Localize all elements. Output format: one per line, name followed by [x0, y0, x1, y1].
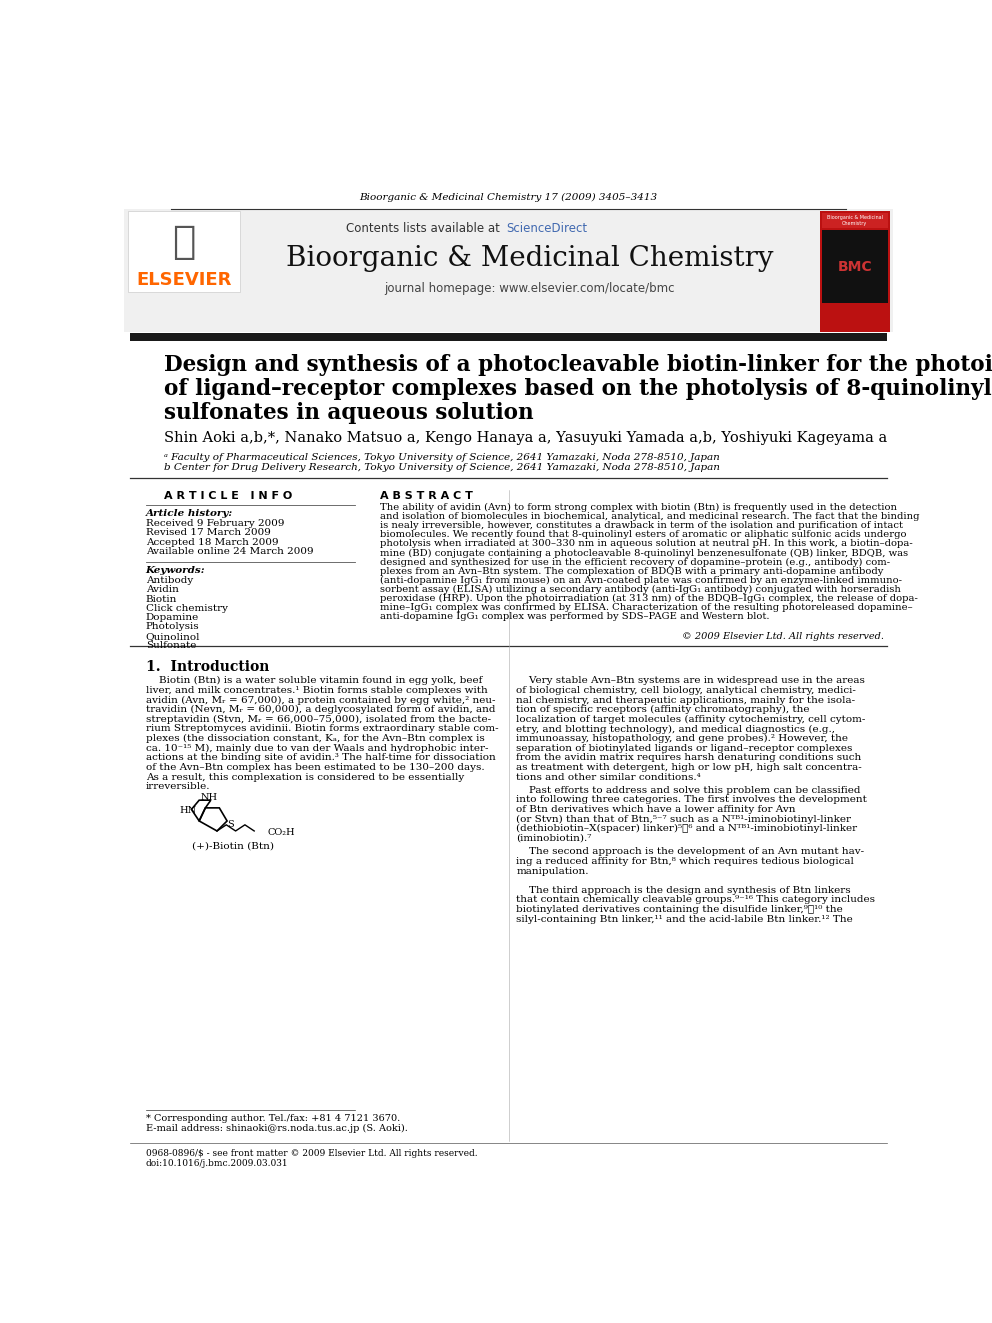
- Bar: [242, 212, 816, 332]
- Text: from the avidin matrix requires harsh denaturing conditions such: from the avidin matrix requires harsh de…: [516, 753, 861, 762]
- Text: HN: HN: [180, 807, 196, 815]
- Text: (iminobiotin).⁷: (iminobiotin).⁷: [516, 833, 591, 843]
- Text: of biological chemistry, cell biology, analytical chemistry, medici-: of biological chemistry, cell biology, a…: [516, 685, 856, 695]
- Text: Dopamine: Dopamine: [146, 613, 199, 622]
- Text: sorbent assay (ELISA) utilizing a secondary antibody (anti-IgG₁ antibody) conjug: sorbent assay (ELISA) utilizing a second…: [380, 585, 901, 594]
- Text: biomolecules. We recently found that 8-quinolinyl esters of aromatic or aliphati: biomolecules. We recently found that 8-q…: [380, 531, 907, 540]
- Text: rium Streptomyces avidinii. Biotin forms extraordinary stable com-: rium Streptomyces avidinii. Biotin forms…: [146, 725, 498, 733]
- Text: Received 9 February 2009: Received 9 February 2009: [146, 519, 284, 528]
- Bar: [124, 209, 893, 332]
- Text: streptavidin (Stvn, Mᵣ = 66,000–75,000), isolated from the bacte-: streptavidin (Stvn, Mᵣ = 66,000–75,000),…: [146, 714, 491, 724]
- Text: peroxidase (HRP). Upon the photoirradiation (at 313 nm) of the BDQB–IgG₁ complex: peroxidase (HRP). Upon the photoirradiat…: [380, 594, 918, 603]
- Bar: [130, 333, 887, 341]
- Text: doi:10.1016/j.bmc.2009.03.031: doi:10.1016/j.bmc.2009.03.031: [146, 1159, 289, 1168]
- Text: designed and synthesized for use in the efficient recovery of dopamine–protein (: designed and synthesized for use in the …: [380, 557, 890, 566]
- Text: mine (BD) conjugate containing a photocleavable 8-quinolinyl benzenesulfonate (Q: mine (BD) conjugate containing a photocl…: [380, 549, 908, 557]
- Text: nal chemistry, and therapeutic applications, mainly for the isola-: nal chemistry, and therapeutic applicati…: [516, 696, 855, 705]
- Text: Biotin (Btn) is a water soluble vitamin found in egg yolk, beef: Biotin (Btn) is a water soluble vitamin …: [146, 676, 482, 685]
- Text: Very stable Avn–Btn systems are in widespread use in the areas: Very stable Avn–Btn systems are in wides…: [516, 676, 865, 685]
- Text: Bioorganic & Medicinal Chemistry: Bioorganic & Medicinal Chemistry: [286, 245, 773, 273]
- Text: into following three categories. The first involves the development: into following three categories. The fir…: [516, 795, 867, 804]
- Text: Design and synthesis of a photocleavable biotin-linker for the photoisolation: Design and synthesis of a photocleavable…: [165, 355, 992, 376]
- Text: Photolysis: Photolysis: [146, 622, 199, 631]
- Text: is nealy irreversible, however, constitutes a drawback in term of the isolation : is nealy irreversible, however, constitu…: [380, 521, 903, 531]
- Text: as treatment with detergent, high or low pH, high salt concentra-: as treatment with detergent, high or low…: [516, 763, 862, 771]
- Text: journal homepage: www.elsevier.com/locate/bmc: journal homepage: www.elsevier.com/locat…: [384, 282, 675, 295]
- Text: mine–IgG₁ complex was confirmed by ELISA. Characterization of the resulting phot: mine–IgG₁ complex was confirmed by ELISA…: [380, 603, 913, 613]
- Text: immunoassay, histopathology, and gene probes).² However, the: immunoassay, histopathology, and gene pr…: [516, 734, 848, 744]
- Text: BMC: BMC: [837, 259, 872, 274]
- Text: NH: NH: [200, 792, 218, 802]
- Bar: [820, 212, 890, 332]
- Text: of the Avn–Btn complex has been estimated to be 130–200 days.: of the Avn–Btn complex has been estimate…: [146, 763, 484, 771]
- Text: © 2009 Elsevier Ltd. All rights reserved.: © 2009 Elsevier Ltd. All rights reserved…: [682, 631, 884, 640]
- Text: A B S T R A C T: A B S T R A C T: [380, 491, 472, 501]
- Text: tions and other similar conditions.⁴: tions and other similar conditions.⁴: [516, 773, 701, 782]
- Text: Bioorganic & Medicinal
Chemistry: Bioorganic & Medicinal Chemistry: [826, 214, 883, 226]
- Text: Antibody: Antibody: [146, 577, 193, 585]
- Text: localization of target molecules (affinity cytochemistry, cell cytom-: localization of target molecules (affini…: [516, 714, 866, 724]
- Text: of ligand–receptor complexes based on the photolysis of 8-quinolinyl: of ligand–receptor complexes based on th…: [165, 378, 992, 400]
- Text: Revised 17 March 2009: Revised 17 March 2009: [146, 528, 271, 537]
- Text: that contain chemically cleavable groups.⁹⁻¹⁶ This category includes: that contain chemically cleavable groups…: [516, 896, 875, 905]
- Text: Accepted 18 March 2009: Accepted 18 March 2009: [146, 537, 279, 546]
- Text: A R T I C L E   I N F O: A R T I C L E I N F O: [165, 491, 293, 501]
- Text: and isolation of biomolecules in biochemical, analytical, and medicinal research: and isolation of biomolecules in biochem…: [380, 512, 920, 521]
- Text: ca. 10⁻¹⁵ M), mainly due to van der Waals and hydrophobic inter-: ca. 10⁻¹⁵ M), mainly due to van der Waal…: [146, 744, 488, 753]
- Text: Bioorganic & Medicinal Chemistry 17 (2009) 3405–3413: Bioorganic & Medicinal Chemistry 17 (200…: [359, 193, 658, 202]
- Text: Click chemistry: Click chemistry: [146, 603, 228, 613]
- Bar: [128, 212, 240, 292]
- Text: irreversible.: irreversible.: [146, 782, 210, 791]
- Text: Biotin: Biotin: [146, 595, 178, 603]
- Text: ing a reduced affinity for Btn,⁸ which requires tedious biological: ing a reduced affinity for Btn,⁸ which r…: [516, 857, 854, 865]
- Text: travidin (Nevn, Mᵣ = 60,000), a deglycosylated form of avidin, and: travidin (Nevn, Mᵣ = 60,000), a deglycos…: [146, 705, 495, 714]
- Text: ᵃ Faculty of Pharmaceutical Sciences, Tokyo University of Science, 2641 Yamazaki: ᵃ Faculty of Pharmaceutical Sciences, To…: [165, 452, 720, 462]
- Text: actions at the binding site of avidin.³ The half-time for dissociation: actions at the binding site of avidin.³ …: [146, 753, 495, 762]
- Text: Avidin: Avidin: [146, 586, 179, 594]
- Text: biotinylated derivatives containing the disulfide linker,⁹Ⲛ¹⁰ the: biotinylated derivatives containing the …: [516, 905, 843, 914]
- Text: CO₂H: CO₂H: [268, 828, 295, 837]
- Text: As a result, this complexation is considered to be essentially: As a result, this complexation is consid…: [146, 773, 464, 782]
- Text: sulfonates in aqueous solution: sulfonates in aqueous solution: [165, 402, 534, 423]
- Text: S: S: [227, 820, 233, 830]
- Text: ScienceDirect: ScienceDirect: [506, 221, 587, 234]
- Text: E-mail address: shinaoki@rs.noda.tus.ac.jp (S. Aoki).: E-mail address: shinaoki@rs.noda.tus.ac.…: [146, 1123, 408, 1132]
- Text: Past efforts to address and solve this problem can be classified: Past efforts to address and solve this p…: [516, 786, 861, 795]
- Text: b Center for Drug Delivery Research, Tokyo University of Science, 2641 Yamazaki,: b Center for Drug Delivery Research, Tok…: [165, 463, 720, 472]
- Text: separation of biotinylated ligands or ligand–receptor complexes: separation of biotinylated ligands or li…: [516, 744, 852, 753]
- Text: ELSEVIER: ELSEVIER: [136, 271, 231, 290]
- Text: Available online 24 March 2009: Available online 24 March 2009: [146, 546, 313, 556]
- Text: of Btn derivatives which have a lower affinity for Avn: of Btn derivatives which have a lower af…: [516, 804, 796, 814]
- Bar: [821, 213, 888, 228]
- Text: Contents lists available at: Contents lists available at: [346, 221, 504, 234]
- Text: Article history:: Article history:: [146, 509, 233, 519]
- Text: 🌳: 🌳: [172, 222, 195, 261]
- Text: Sulfonate: Sulfonate: [146, 640, 196, 650]
- Text: plexes (the dissociation constant, Kₐ, for the Avn–Btn complex is: plexes (the dissociation constant, Kₐ, f…: [146, 734, 484, 744]
- Text: Quinolinol: Quinolinol: [146, 631, 200, 640]
- Text: silyl-containing Btn linker,¹¹ and the acid-labile Btn linker.¹² The: silyl-containing Btn linker,¹¹ and the a…: [516, 914, 853, 923]
- Text: 0968-0896/$ - see front matter © 2009 Elsevier Ltd. All rights reserved.: 0968-0896/$ - see front matter © 2009 El…: [146, 1150, 477, 1158]
- Text: Shin Aoki a,b,*, Nanako Matsuo a, Kengo Hanaya a, Yasuyuki Yamada a,b, Yoshiyuki: Shin Aoki a,b,*, Nanako Matsuo a, Kengo …: [165, 431, 888, 446]
- Text: anti-dopamine IgG₁ complex was performed by SDS–PAGE and Western blot.: anti-dopamine IgG₁ complex was performed…: [380, 613, 769, 620]
- Text: The ability of avidin (Avn) to form strong complex with biotin (Btn) is frequent: The ability of avidin (Avn) to form stro…: [380, 503, 897, 512]
- Text: (or Stvn) than that of Btn,⁵⁻⁷ such as a Nᵀᴮ¹-iminobiotinyl-linker: (or Stvn) than that of Btn,⁵⁻⁷ such as a…: [516, 815, 851, 824]
- Text: plexes from an Avn–Btn system. The complexation of BDQB with a primary anti-dopa: plexes from an Avn–Btn system. The compl…: [380, 566, 883, 576]
- Text: (anti-dopamine IgG₁ from mouse) on an Avn-coated plate was confirmed by an enzym: (anti-dopamine IgG₁ from mouse) on an Av…: [380, 576, 902, 585]
- Text: etry, and blotting technology), and medical diagnostics (e.g.,: etry, and blotting technology), and medi…: [516, 725, 835, 733]
- Text: avidin (Avn, Mᵣ = 67,000), a protein contained by egg white,² neu-: avidin (Avn, Mᵣ = 67,000), a protein con…: [146, 696, 495, 705]
- Text: liver, and milk concentrates.¹ Biotin forms stable complexes with: liver, and milk concentrates.¹ Biotin fo…: [146, 685, 487, 695]
- Text: The second approach is the development of an Avn mutant hav-: The second approach is the development o…: [516, 847, 864, 856]
- Text: 1.  Introduction: 1. Introduction: [146, 660, 269, 673]
- Text: tion of specific receptors (affinity chromatography), the: tion of specific receptors (affinity chr…: [516, 705, 809, 714]
- Text: (dethiobiotin–X(spacer) linker)⁵Ⲛ⁶ and a Nᵀᴮ¹-iminobiotinyl-linker: (dethiobiotin–X(spacer) linker)⁵Ⲛ⁶ and a…: [516, 824, 857, 833]
- Text: manipulation.: manipulation.: [516, 867, 588, 876]
- Text: Keywords:: Keywords:: [146, 566, 205, 576]
- Bar: [821, 230, 888, 303]
- Text: * Corresponding author. Tel./fax: +81 4 7121 3670.: * Corresponding author. Tel./fax: +81 4 …: [146, 1114, 400, 1123]
- Text: photolysis when irradiated at 300–330 nm in aqueous solution at neutral pH. In t: photolysis when irradiated at 300–330 nm…: [380, 540, 913, 549]
- Text: The third approach is the design and synthesis of Btn linkers: The third approach is the design and syn…: [516, 886, 851, 894]
- Text: (+)-Biotin (Btn): (+)-Biotin (Btn): [191, 841, 274, 851]
